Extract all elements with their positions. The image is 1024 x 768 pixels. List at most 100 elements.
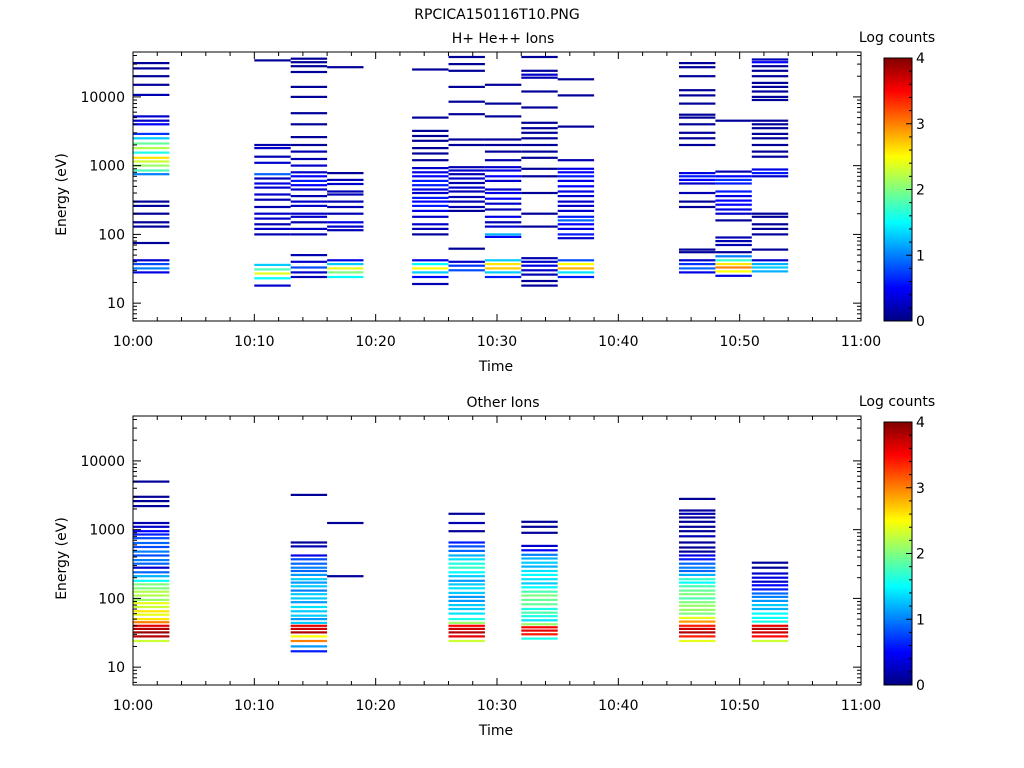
cell-scan-3 (290, 112, 328, 115)
cell-scan-8 (521, 284, 558, 287)
cell-scan-2 (254, 155, 291, 158)
cell-scan-3 (290, 271, 328, 274)
cell-scan-5 (412, 129, 449, 132)
cell-scan-6 (448, 247, 485, 250)
cell-scan-2 (290, 639, 328, 643)
cell-scan-9 (557, 215, 595, 218)
cell-scan-3 (290, 212, 328, 215)
cell-scan-10 (679, 248, 716, 251)
cell-scan-2 (254, 263, 291, 266)
cell-scan-6 (679, 589, 716, 592)
cell-scan-1 (133, 83, 170, 86)
cell-scan-5 (521, 629, 558, 632)
cell-scan-6 (448, 181, 485, 185)
cell-scan-11 (715, 270, 752, 273)
x-tick-label: 10:00 (113, 334, 153, 350)
cell-scan-8 (521, 257, 558, 260)
cell-scan-1 (133, 169, 170, 172)
cell-scan-10 (679, 259, 716, 262)
cell-scan-12 (751, 132, 789, 135)
cell-scan-1 (133, 173, 170, 176)
x-tick-label: 10:40 (598, 698, 638, 714)
cell-scan-4 (327, 259, 364, 262)
x-tick-label: 10:10 (234, 334, 274, 350)
cell-scan-8 (521, 76, 558, 79)
cell-scan-5 (412, 204, 449, 207)
cell-scan-11 (715, 251, 752, 254)
cell-scan-6 (679, 639, 716, 643)
cell-scan-2 (254, 277, 291, 280)
cell-scan-1 (133, 590, 170, 593)
cell-scan-5 (412, 271, 449, 274)
colorbar-tick-label: 2 (916, 547, 925, 563)
cell-scan-4 (448, 627, 485, 630)
cell-scan-6 (448, 113, 485, 116)
cell-scan-4 (448, 635, 485, 638)
cell-scan-8 (521, 127, 558, 130)
cell-scan-4 (448, 571, 485, 574)
cell-scan-6 (448, 177, 485, 180)
cell-scan-5 (412, 263, 449, 266)
cell-scan-11 (715, 199, 752, 202)
plot-frame (132, 415, 862, 686)
cell-scan-4 (327, 182, 364, 186)
cell-scan-2 (290, 631, 328, 634)
cell-scan-4 (327, 225, 364, 228)
cell-scan-6 (679, 624, 716, 627)
cell-scan-11 (715, 219, 752, 222)
cell-scan-1 (133, 67, 170, 70)
cell-scan-3 (290, 70, 328, 74)
cell-scan-9 (557, 267, 595, 270)
cell-scan-6 (448, 205, 485, 209)
cell-scan-2 (290, 545, 328, 548)
cell-scan-5 (412, 175, 449, 178)
cell-scan-6 (679, 593, 716, 596)
cell-scan-7 (751, 561, 789, 564)
cell-scan-2 (290, 645, 328, 648)
cell-scan-9 (557, 171, 595, 174)
cell-scan-9 (557, 179, 595, 182)
cell-scan-8 (521, 175, 558, 178)
cell-scan-4 (448, 575, 485, 578)
x-tick-label: 11:00 (841, 698, 881, 714)
cell-scan-4 (327, 271, 364, 274)
colorbar-tick-label: 3 (916, 117, 925, 133)
cell-scan-1 (133, 160, 170, 163)
cell-scan-4 (448, 583, 485, 586)
cell-scan-8 (521, 225, 558, 228)
cell-scan-11 (715, 212, 752, 215)
cell-scan-1 (133, 602, 170, 605)
cell-scan-6 (679, 558, 716, 561)
cell-scan-6 (679, 608, 716, 611)
cell-scan-2 (290, 569, 328, 573)
cell-scan-7 (751, 580, 789, 583)
x-tick-label: 10:50 (719, 698, 759, 714)
cell-scan-8 (521, 273, 558, 276)
cell-scan-7 (751, 599, 789, 602)
cell-scan-11 (715, 119, 752, 122)
cell-scan-6 (448, 85, 485, 88)
cell-scan-7 (751, 627, 789, 630)
cell-scan-3 (290, 215, 328, 218)
cell-scan-2 (290, 578, 328, 581)
cell-scan-2 (254, 205, 291, 209)
cell-scan-4 (448, 631, 485, 634)
cell-scan-1 (133, 583, 170, 586)
cell-scan-2 (290, 566, 328, 569)
cell-scan-6 (448, 200, 485, 203)
cell-scan-1 (133, 156, 170, 159)
cell-scan-6 (448, 195, 485, 199)
cell-scan-4 (448, 607, 485, 611)
cell-scan-9 (557, 263, 595, 266)
cell-scan-1 (133, 267, 170, 270)
cell-scan-6 (679, 566, 716, 569)
colorbar-tick-label: 0 (916, 314, 925, 330)
cell-scan-5 (412, 215, 449, 218)
cell-scan-2 (290, 624, 328, 627)
cell-scan-12 (751, 95, 789, 98)
cell-scan-11 (715, 195, 752, 198)
cell-scan-4 (327, 263, 364, 266)
cell-scan-4 (327, 66, 364, 69)
cell-scan-1 (133, 537, 170, 540)
x-tick-label: 10:20 (355, 334, 395, 350)
